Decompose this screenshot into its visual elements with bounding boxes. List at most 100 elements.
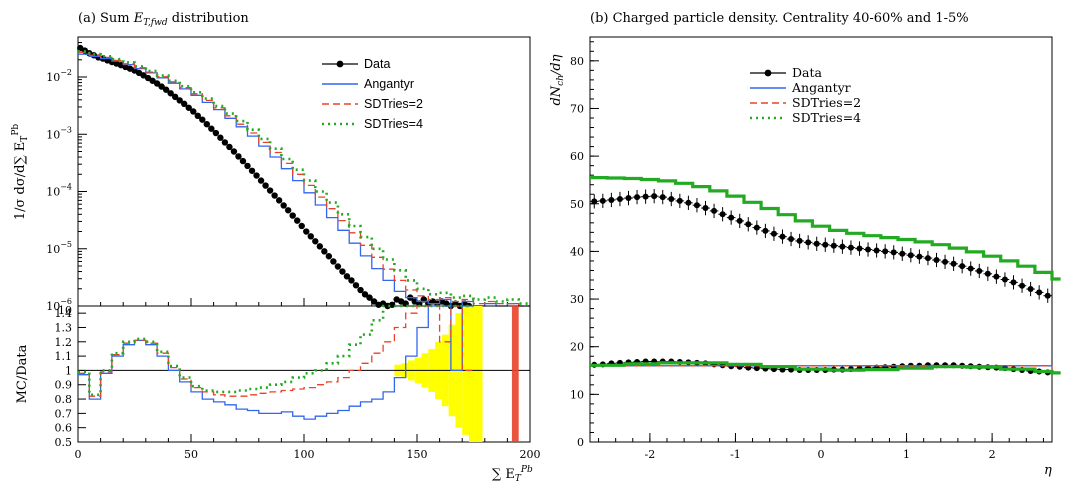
b-data-point: [882, 248, 889, 255]
a-data-point: [357, 286, 364, 294]
ratio-series-sdtries2: [78, 305, 474, 397]
b-data-point: [685, 199, 692, 206]
b-data-point: [788, 236, 795, 243]
a-data-point: [199, 116, 206, 123]
b-xtick-label: 2: [989, 448, 996, 461]
b-data-point: [608, 196, 615, 203]
a-data-point: [153, 80, 161, 87]
b-data-point: [591, 198, 598, 205]
ratio-series-sdtries4: [78, 304, 474, 397]
ratio-ytick-label: 1.2: [55, 336, 73, 349]
a-data-point: [185, 104, 192, 111]
b-data-point: [1019, 282, 1026, 289]
a-data-point: [321, 248, 328, 255]
b-series-sdtries4-central: [590, 361, 1061, 375]
panel-b-plot: 0 10 20 30 40 50 60 70 80 -2 -1 0 1 2: [570, 36, 1061, 461]
b-data-point: [625, 195, 632, 202]
a-data-point: [167, 90, 174, 97]
b-data-point: [711, 207, 718, 214]
b-data-point: [728, 214, 735, 221]
b-data-point: [993, 273, 1000, 280]
b-data-point: [745, 221, 752, 228]
a-xtick-label: 150: [407, 448, 428, 461]
a-data-point: [352, 282, 360, 289]
b-series-sdtries4: [590, 176, 1061, 281]
a-xtick-label: 100: [294, 448, 315, 461]
a-ytick-label: 10−2: [46, 68, 72, 84]
b-xtick-label: 0: [818, 448, 825, 461]
ratio-uncertainty-band: [468, 306, 476, 442]
a-data-point: [348, 277, 355, 284]
b-data-point: [924, 255, 931, 262]
a-xtick-label: 200: [520, 448, 541, 461]
b-data-point: [933, 256, 940, 263]
b-data-point: [693, 202, 700, 209]
ratio-uncertainty-band: [475, 306, 483, 442]
b-ytick-label: 30: [570, 293, 584, 306]
a-data-point: [176, 97, 183, 104]
ratio-ytick-label: 1.4: [55, 307, 73, 320]
b-data-point: [736, 217, 743, 224]
b-ytick-label: 80: [570, 55, 584, 68]
ratio-ytick-label: 0.9: [55, 379, 73, 392]
a-data-point: [266, 187, 274, 194]
panel-a-title: (a) Sum ET,fwd distribution: [78, 11, 249, 28]
panel-a-xlabel: ∑ ETPb: [492, 465, 533, 484]
a-data-point: [343, 273, 351, 280]
b-data-point: [959, 263, 966, 270]
a-data-point: [303, 228, 310, 235]
ratio-edge-marker: [511, 306, 519, 442]
ratio-ytick-label: 1.1: [55, 350, 73, 363]
ratio-top-label: 10: [58, 304, 72, 317]
a-series-sdtries2: [78, 51, 530, 307]
b-xtick-label: -2: [645, 448, 656, 461]
a-data-point: [203, 120, 211, 128]
a-data-point: [361, 291, 369, 298]
b-data-point: [1010, 279, 1017, 286]
panel-a-ylabel: 1/σ dσ/d∑ ETPb: [11, 124, 30, 221]
legend-label: SDTries=2: [364, 97, 423, 111]
b-data-point: [967, 265, 974, 272]
a-data-point: [171, 93, 179, 101]
b-data-point: [976, 267, 983, 274]
a-ytick-label: 10−5: [46, 240, 72, 256]
b-data-point: [702, 205, 709, 212]
b-data-point: [753, 224, 760, 231]
b-data-point: [984, 270, 991, 277]
ratio-ytick-label: 1: [65, 364, 72, 377]
legend-b-label: Data: [792, 65, 822, 80]
a-data-point: [162, 86, 170, 93]
b-data-point: [916, 253, 923, 260]
a-data-point: [239, 157, 247, 165]
b-ytick-label: 70: [570, 102, 584, 115]
a-data-point: [212, 129, 220, 137]
a-data-point: [271, 192, 278, 199]
b-data-point: [890, 249, 897, 256]
a-data-point: [235, 153, 242, 160]
panel-a-ratio-ylabel: MC/Data: [15, 344, 30, 403]
a-data-point: [226, 143, 233, 151]
b-ytick-label: 50: [570, 198, 584, 211]
legend-b-label: SDTries=4: [792, 110, 861, 125]
a-data-point: [330, 258, 337, 265]
a-data-point: [334, 263, 342, 270]
b-ytick-label: 60: [570, 150, 584, 163]
b-data-point: [847, 244, 854, 251]
legend-label: Data: [364, 57, 390, 71]
b-data-point: [762, 227, 769, 234]
a-data-point: [316, 243, 324, 250]
b-data-point: [642, 193, 649, 200]
a-data-point: [339, 268, 346, 275]
legend-b-label: SDTries=2: [792, 95, 861, 110]
a-data-point: [194, 112, 201, 120]
a-data-point: [294, 217, 301, 224]
a-data-point: [289, 212, 296, 219]
a-data-point: [275, 197, 283, 204]
b-ytick-label: 40: [570, 245, 584, 258]
b-ytick-label: 0: [577, 436, 584, 449]
b-data-point: [873, 247, 880, 254]
b-data-point: [616, 196, 623, 202]
b-data-point: [950, 260, 957, 267]
a-ytick-label: 10−6: [46, 297, 72, 313]
